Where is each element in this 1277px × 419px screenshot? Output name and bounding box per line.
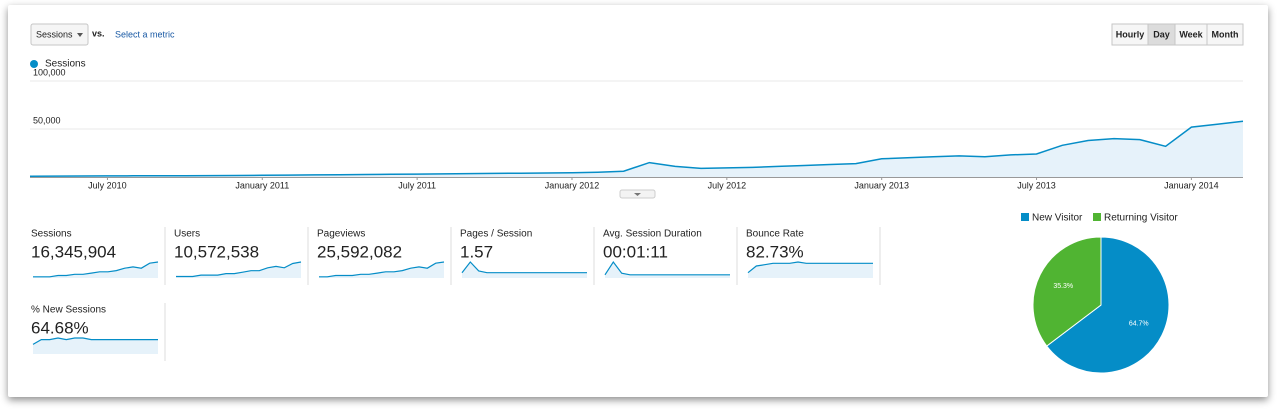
x-tick-label: January 2014 <box>1164 180 1219 190</box>
granularity-button[interactable] <box>1206 23 1244 46</box>
vs-label: vs. <box>92 28 105 38</box>
legend-label: Returning Visitor <box>1104 213 1178 224</box>
scorecard-value: 10,572,538 <box>174 242 259 261</box>
y-tick-label: 50,000 <box>33 115 61 125</box>
toggle-arrow <box>634 193 641 196</box>
x-tick-label: July 2011 <box>398 180 436 190</box>
dropdown-arrow <box>77 33 83 37</box>
scorecard-label: Avg. Session Duration <box>603 229 702 240</box>
metric-dropdown[interactable] <box>30 23 89 46</box>
sparkline-area <box>33 338 158 354</box>
legend-marker <box>30 60 38 68</box>
x-tick-label: July 2010 <box>88 180 127 190</box>
sparkline-area <box>176 262 301 278</box>
scorecard-label: Sessions <box>31 229 72 240</box>
scorecard-label: Bounce Rate <box>746 229 804 240</box>
x-tick-label: July 2013 <box>1017 180 1056 190</box>
sparkline-area <box>605 262 730 278</box>
sparkline <box>604 260 730 276</box>
scorecard-label: Pages / Session <box>460 229 532 240</box>
pie-label: 35.3% <box>1053 283 1073 290</box>
sparkline <box>461 261 587 274</box>
scorecard-value: 25,592,082 <box>317 242 402 261</box>
scorecard-value: 1.57 <box>460 242 493 261</box>
sparkline <box>176 261 302 278</box>
scorecard-label: % New Sessions <box>31 305 106 316</box>
sparkline <box>747 261 873 274</box>
x-tick-label: January 2011 <box>235 180 289 190</box>
compare-link[interactable]: Select a metric <box>115 29 175 39</box>
scorecard-value: 64.68% <box>31 318 89 337</box>
x-tick-label: July 2012 <box>708 180 747 190</box>
scorecard-value: 82.73% <box>746 242 804 261</box>
scorecard-label: Pageviews <box>317 229 365 240</box>
y-tick-label: 100,000 <box>33 67 66 77</box>
sparkline-area <box>33 262 158 278</box>
sparkline-area <box>748 262 873 278</box>
pie-slice <box>1046 236 1170 374</box>
sparkline-area <box>319 262 444 278</box>
pie-slice <box>1032 236 1102 347</box>
scorecard-label: Users <box>174 229 200 240</box>
granularity-label: Week <box>1179 29 1203 39</box>
sparkline <box>32 337 158 345</box>
sessions-line <box>29 120 1244 177</box>
x-tick-label: January 2012 <box>545 180 600 190</box>
pie-label: 64.7% <box>1129 321 1149 328</box>
scorecard-value: 16,345,904 <box>31 242 116 261</box>
scorecard-value: 00:01:11 <box>603 242 668 261</box>
sparkline-area <box>462 262 587 278</box>
granularity-label: Month <box>1212 29 1239 39</box>
legend-marker <box>1021 213 1029 221</box>
granularity-label: Day <box>1153 29 1170 39</box>
legend-marker <box>1093 213 1101 221</box>
x-tick-label: January 2013 <box>854 180 909 190</box>
granularity-label: Hourly <box>1116 29 1145 39</box>
sessions-area <box>30 121 1243 177</box>
sparkline <box>319 261 445 278</box>
legend-label: New Visitor <box>1032 213 1083 224</box>
metric-label: Sessions <box>36 29 73 39</box>
legend-label: Sessions <box>45 59 86 70</box>
sparkline <box>33 261 159 278</box>
